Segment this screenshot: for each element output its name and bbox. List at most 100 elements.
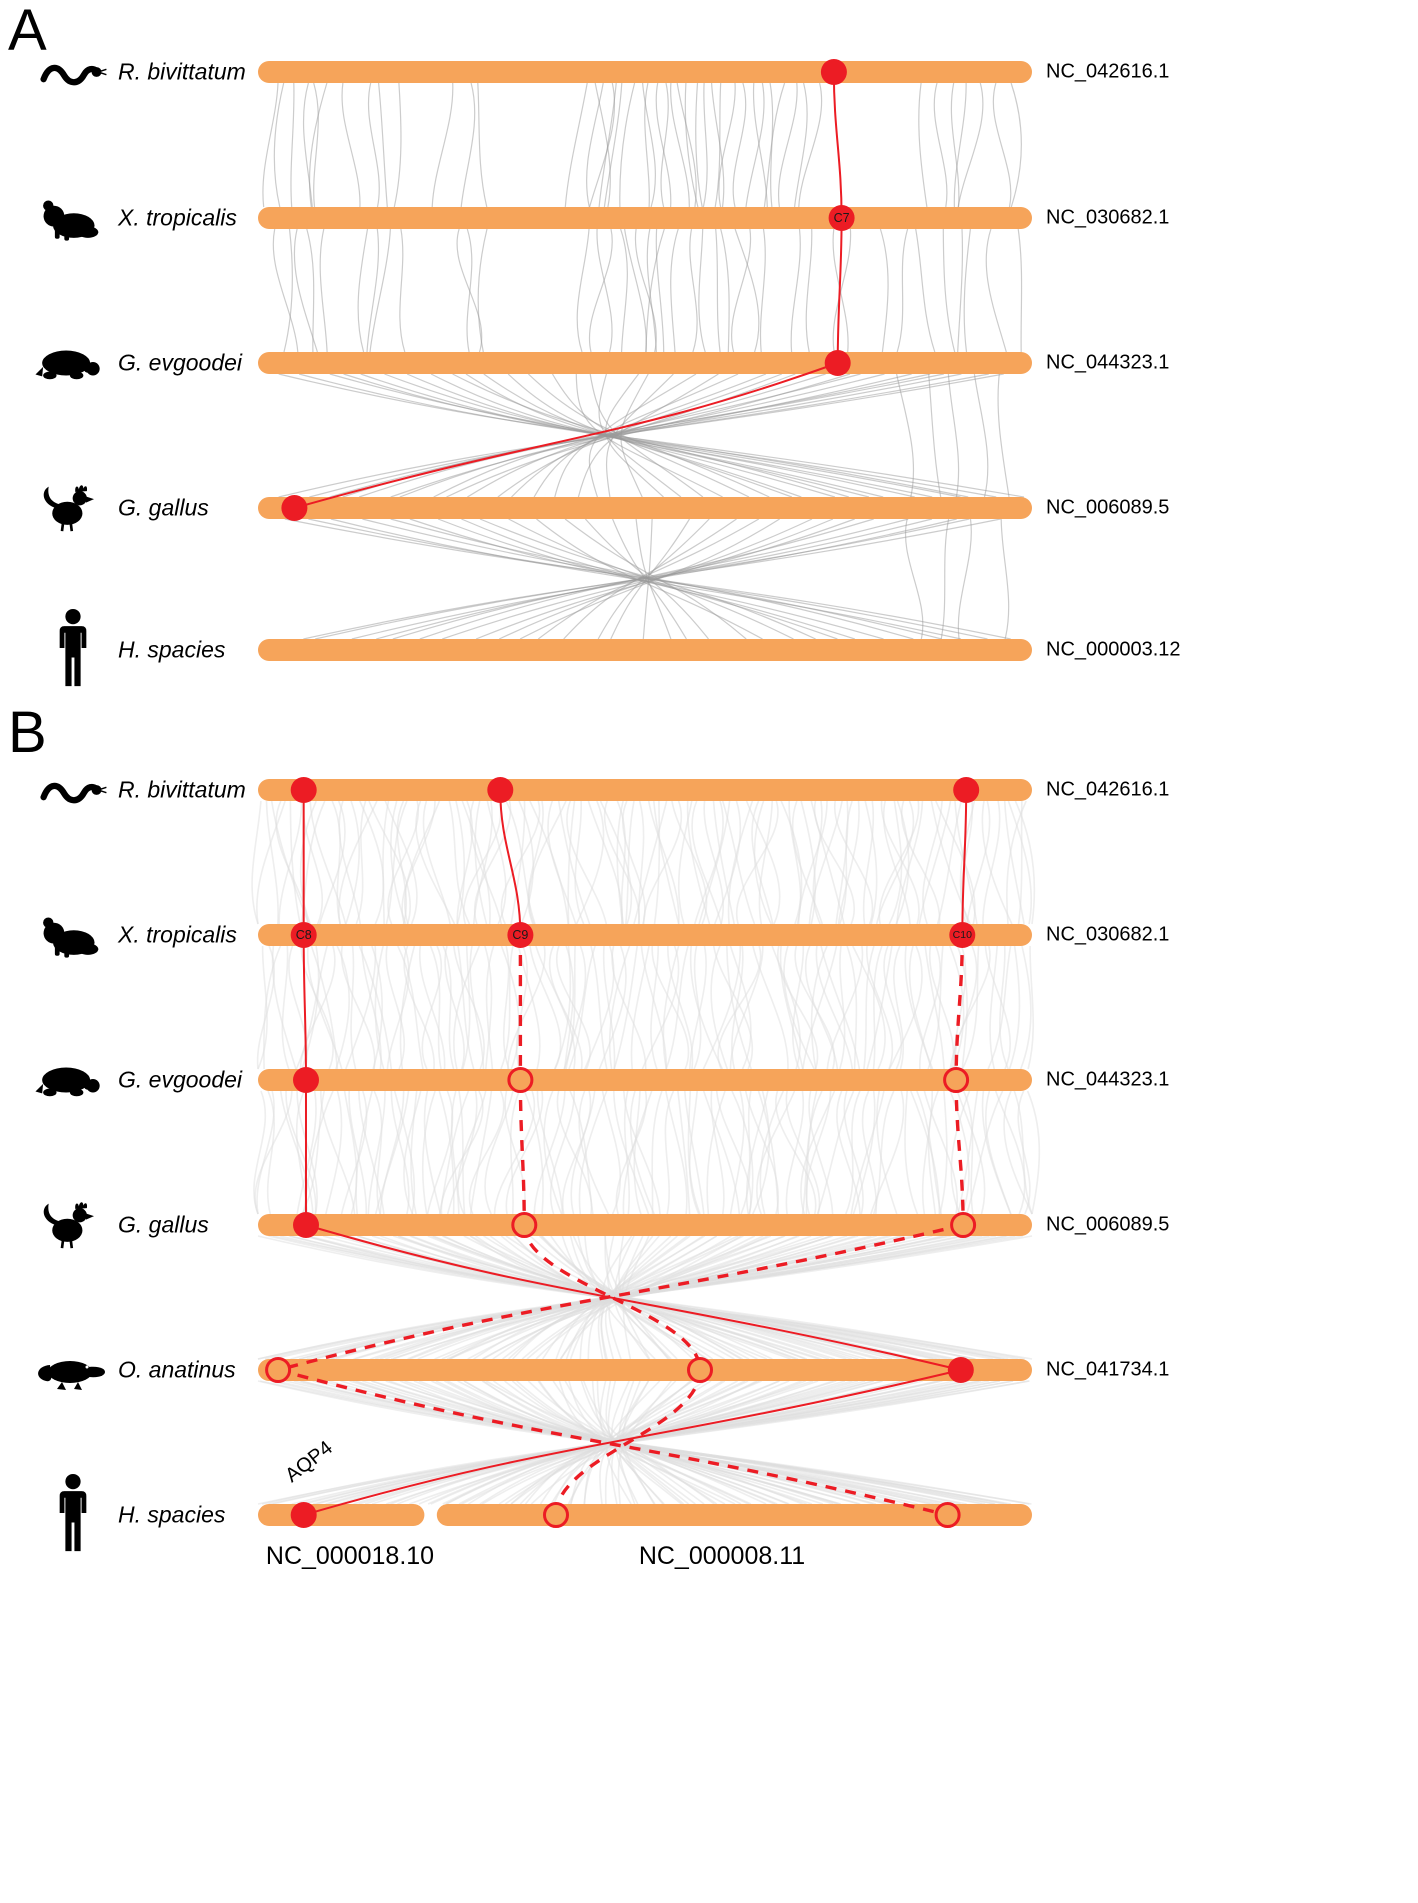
rooster-icon [38, 481, 102, 535]
snake-icon [40, 53, 110, 91]
human-icon [52, 1473, 94, 1553]
chromosome-bar [258, 1359, 1032, 1381]
ortholog-link-solid [302, 934, 307, 1081]
panel-b-label: B [8, 700, 47, 765]
snake-icon [40, 771, 110, 809]
accession-label: NC_044323.1 [1046, 351, 1170, 374]
marker-open [934, 1502, 961, 1528]
accession-label: NC_042616.1 [1046, 60, 1170, 83]
marker-open [943, 1067, 970, 1093]
marker-label: C9 [512, 928, 528, 942]
accession-label: NC_041734.1 [1046, 1358, 1170, 1381]
ribbon-bundle [257, 1380, 1032, 1505]
chromosome-bar [258, 639, 1032, 661]
marker-filled [487, 777, 514, 803]
ortholog-link-dashed [518, 1079, 526, 1226]
chromosome-bar [258, 779, 1032, 801]
ortholog-link-dashed [277, 1368, 949, 1517]
marker-open [511, 1212, 538, 1238]
turtle-icon [34, 340, 104, 386]
marker-filled [820, 59, 847, 85]
ribbon-bundle [262, 82, 1022, 208]
species-label: R. bivittatum [118, 58, 246, 85]
accession-label: NC_030682.1 [1046, 206, 1170, 229]
marker-filled [293, 1212, 319, 1238]
ortholog-link-solid [836, 217, 843, 364]
marker-filled [947, 1357, 974, 1383]
species-label: X. tropicalis [118, 921, 237, 948]
marker-open [950, 1212, 977, 1238]
chromosome-bar [258, 1069, 1032, 1091]
synteny-ribbons [251, 82, 1041, 1505]
ortholog-link-solid [294, 362, 839, 509]
accession-label: NC_044323.1 [1046, 1068, 1170, 1091]
species-label: G. gallus [118, 494, 209, 521]
species-label: G. evgoodei [118, 349, 243, 376]
ortholog-links [277, 71, 968, 1517]
panel-a-label: A [8, 0, 47, 63]
gene-markers: C7 C8 C9 C10 AQP4 [265, 59, 980, 1528]
marker-filled [953, 777, 980, 803]
marker-filled [290, 1502, 317, 1528]
ortholog-link-solid [499, 789, 522, 936]
marker-open [687, 1357, 713, 1383]
species-label: H. spacies [118, 1501, 226, 1528]
marker-c10 [949, 922, 976, 948]
species-label: R. bivittatum [118, 776, 246, 803]
chromosome-bar [258, 207, 1032, 229]
ortholog-link-dashed [954, 934, 965, 1081]
marker-label: C8 [296, 928, 312, 942]
chromosome-bar [258, 1504, 425, 1526]
ortholog-link-solid [303, 1369, 962, 1516]
marker-filled [281, 495, 308, 521]
marker-filled [293, 1067, 319, 1093]
ribbon-bundle [253, 1090, 1041, 1215]
marker-c9 [507, 922, 534, 948]
ortholog-link-solid [961, 789, 968, 936]
marker-c8 [290, 922, 317, 948]
marker-open [265, 1357, 292, 1383]
frog-icon [36, 193, 104, 243]
chromosome-bar [258, 924, 1032, 946]
marker-label: C10 [953, 929, 972, 941]
ribbon-bundle [251, 800, 1036, 925]
ortholog-link-solid [832, 71, 843, 219]
ortholog-link-dashed [954, 1079, 965, 1226]
accession-label: NC_000003.12 [1046, 638, 1181, 661]
ribbon-bundle [905, 518, 1010, 640]
species-label: X. tropicalis [118, 204, 237, 231]
marker-label: C7 [834, 211, 850, 225]
species-label: G. gallus [118, 1211, 209, 1238]
ortholog-link-dashed [554, 1369, 702, 1516]
chromosome-bar [436, 1504, 1032, 1526]
accession-label: NC_006089.5 [1046, 1213, 1170, 1236]
chromosome-bar [258, 352, 1032, 374]
gene-annotation: AQP4 [281, 1437, 337, 1487]
ribbon-bundle [256, 945, 1034, 1070]
chromosome-bar [258, 497, 1032, 519]
platypus-icon [32, 1348, 106, 1392]
species-label: H. spacies [118, 636, 226, 663]
marker-filled [824, 350, 851, 376]
species-label: O. anatinus [118, 1356, 236, 1383]
marker-open [507, 1067, 534, 1093]
axis-label-left: NC_000018.10 [265, 1542, 435, 1570]
accession-label: NC_030682.1 [1046, 923, 1170, 946]
marker-filled [290, 777, 317, 803]
ribbon-bundle [284, 518, 1011, 640]
accession-label: NC_006089.5 [1046, 496, 1170, 519]
ribbon-bundle [278, 373, 1025, 498]
ribbon-bundle [272, 228, 1023, 353]
chromosome-bar [258, 61, 1032, 83]
chromosome-bar [258, 1214, 1032, 1236]
species-label: G. evgoodei [118, 1066, 243, 1093]
accession-label: NC_042616.1 [1046, 778, 1170, 801]
marker-c7 [828, 205, 855, 231]
human-icon [52, 608, 94, 688]
axis-label-right: NC_000008.11 [638, 1542, 806, 1570]
ribbon-bundle [896, 373, 1010, 498]
rooster-icon [38, 1198, 102, 1252]
ribbon-bundle [257, 1235, 1033, 1360]
